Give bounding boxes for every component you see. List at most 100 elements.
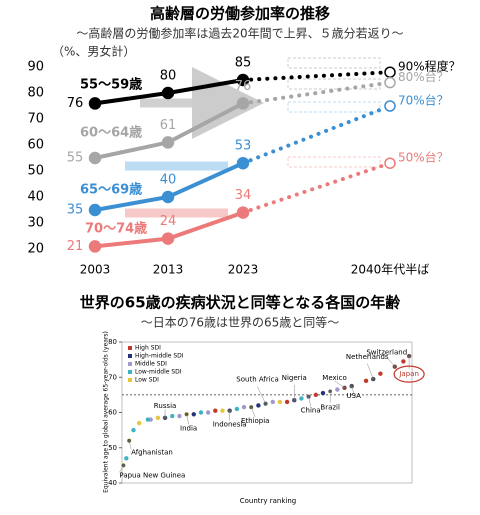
point: [363, 378, 369, 383]
y-tick-label: 40: [27, 190, 44, 205]
point: [88, 97, 102, 110]
title: 世界の65歳の疾病状況と同等となる各国の年齢: [80, 294, 401, 312]
point: [170, 413, 175, 419]
point: [320, 390, 326, 396]
point: [313, 392, 319, 398]
point: [88, 203, 102, 217]
x-tick-label: 2023: [228, 263, 259, 277]
point: [270, 399, 275, 405]
point: [88, 151, 102, 165]
projection-label: 80%台？: [398, 69, 449, 84]
labeled-point: [263, 401, 268, 406]
point: [161, 190, 175, 204]
point: [335, 387, 340, 392]
data-label: 55: [67, 151, 84, 166]
point: [236, 156, 250, 170]
data-label: 35: [67, 203, 84, 218]
subtitle: ～日本の76歳は世界の65歳と同等～: [141, 316, 340, 330]
labeled-point: [342, 386, 347, 390]
y-tick-label: 70: [27, 112, 44, 127]
point: [236, 97, 250, 110]
legend-swatch: [128, 378, 132, 382]
point: [131, 427, 136, 433]
country-label: Papua New Guinea: [119, 471, 185, 479]
legend-swatch: [128, 362, 132, 366]
x-tick-label: 2040年代半ば: [351, 263, 430, 277]
data-label: 85: [235, 56, 252, 71]
data-label: 24: [160, 214, 177, 229]
y-tick-label: 60: [27, 138, 44, 153]
leader-line: [367, 363, 374, 380]
projection-label: 90%程度？: [398, 59, 461, 74]
leader-line: [351, 385, 354, 394]
legend-swatch: [128, 370, 132, 374]
country-label: Switzerland: [366, 349, 407, 357]
y-tick-label: 80: [108, 338, 117, 346]
country-label: Russia: [154, 402, 177, 410]
point: [256, 403, 261, 408]
country-label: Indonesia: [213, 421, 247, 429]
data-label: 61: [160, 118, 177, 133]
series-label: 55〜59歳: [80, 77, 142, 93]
country-label: Brazil: [320, 403, 340, 411]
country-label: India: [180, 424, 197, 432]
projection-label: 50%台？: [398, 150, 449, 165]
data-label: 76: [67, 96, 84, 111]
country-label: Afghanistan: [131, 449, 173, 457]
x-axis-label: Country ranking: [240, 497, 297, 505]
highlight: [393, 365, 425, 383]
x-tick-label: 2003: [80, 263, 111, 277]
point: [236, 73, 250, 87]
decor-arrows: [125, 57, 381, 218]
y-tick-label: 50: [108, 444, 117, 452]
series-label: 60〜64歳: [80, 125, 142, 141]
y-tick-label: 60: [108, 409, 117, 417]
y-tick-label: 80: [27, 86, 44, 101]
y-tick-label: 90: [27, 60, 44, 75]
point: [161, 86, 175, 100]
leader-line: [119, 465, 124, 473]
point: [236, 206, 250, 219]
data-label: 21: [67, 239, 84, 254]
projection-point: [384, 157, 396, 169]
point: [155, 415, 161, 420]
data-label: 34: [235, 188, 252, 203]
projection-point: [384, 66, 396, 78]
country-label: USA: [346, 392, 361, 400]
legend-swatch: [128, 346, 132, 350]
series-label: 70〜74歳: [85, 221, 147, 237]
country-label: Ethiopia: [241, 417, 270, 425]
point: [161, 136, 175, 149]
data-label: 80: [160, 69, 177, 84]
country-label: Mexico: [322, 374, 346, 382]
point: [177, 413, 182, 419]
legend-label: High SDI: [135, 345, 161, 352]
point: [88, 240, 102, 253]
leader-line: [308, 396, 311, 407]
projection-line: [241, 104, 392, 166]
legend-swatch: [128, 354, 132, 358]
country-label: China: [301, 407, 321, 415]
point: [145, 417, 151, 422]
series-label: 65〜69歳: [80, 182, 142, 198]
country-label: Nigeria: [282, 374, 307, 382]
leader-line: [334, 380, 345, 389]
point: [124, 456, 129, 461]
point: [205, 410, 211, 415]
projection-line: [241, 161, 392, 215]
projection-point: [384, 100, 396, 112]
point: [234, 406, 240, 412]
projection-point: [384, 76, 396, 89]
point: [220, 408, 225, 413]
point: [213, 408, 218, 413]
point: [401, 359, 406, 364]
point: [284, 399, 290, 405]
y-tick-label: 30: [27, 216, 44, 231]
point: [137, 420, 142, 426]
country-label: Japan: [398, 370, 419, 378]
leader-line: [386, 356, 395, 367]
data-label: 40: [160, 173, 177, 188]
point: [191, 412, 196, 417]
subtitle: ～高齢層の労働参加率は過去20年間で上昇、５歳分若返り～: [76, 26, 403, 41]
